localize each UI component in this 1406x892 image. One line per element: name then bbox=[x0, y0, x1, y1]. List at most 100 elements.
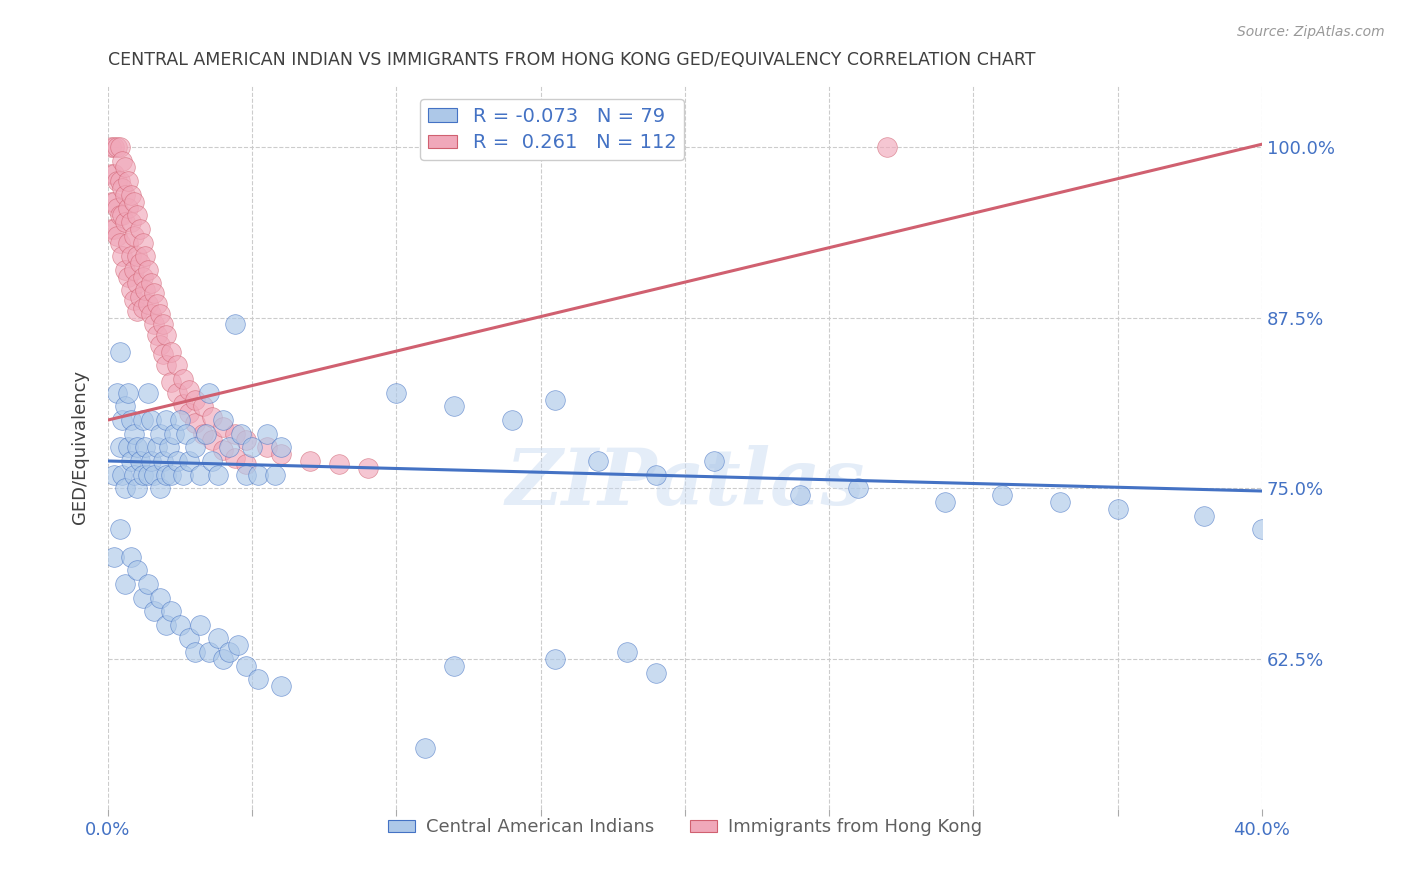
Point bbox=[1192, 508, 1215, 523]
Point bbox=[103, 167, 125, 181]
Point bbox=[108, 140, 131, 154]
Point bbox=[172, 372, 194, 386]
Point bbox=[229, 426, 252, 441]
Point bbox=[114, 187, 136, 202]
Point bbox=[163, 426, 186, 441]
Point bbox=[356, 460, 378, 475]
Point bbox=[111, 413, 134, 427]
Point bbox=[544, 652, 567, 666]
Point bbox=[105, 202, 128, 216]
Point bbox=[117, 202, 139, 216]
Point bbox=[122, 263, 145, 277]
Point bbox=[212, 413, 235, 427]
Point bbox=[141, 413, 163, 427]
Point bbox=[501, 413, 523, 427]
Point bbox=[413, 740, 436, 755]
Point bbox=[125, 208, 148, 222]
Point bbox=[117, 440, 139, 454]
Point bbox=[111, 181, 134, 195]
Point bbox=[120, 249, 142, 263]
Point bbox=[256, 426, 278, 441]
Point bbox=[141, 454, 163, 468]
Point bbox=[120, 549, 142, 564]
Point bbox=[177, 454, 200, 468]
Point bbox=[193, 400, 215, 414]
Point bbox=[125, 303, 148, 318]
Point bbox=[111, 467, 134, 482]
Point bbox=[146, 297, 169, 311]
Point bbox=[103, 467, 125, 482]
Point bbox=[103, 222, 125, 236]
Point bbox=[114, 263, 136, 277]
Point bbox=[207, 467, 229, 482]
Point bbox=[160, 375, 183, 389]
Point bbox=[114, 161, 136, 175]
Point bbox=[103, 549, 125, 564]
Point bbox=[138, 385, 160, 400]
Point bbox=[120, 215, 142, 229]
Point bbox=[246, 467, 269, 482]
Point bbox=[172, 467, 194, 482]
Point bbox=[120, 454, 142, 468]
Point bbox=[212, 420, 235, 434]
Point bbox=[103, 194, 125, 209]
Point bbox=[443, 658, 465, 673]
Point bbox=[117, 385, 139, 400]
Point bbox=[125, 249, 148, 263]
Point bbox=[105, 385, 128, 400]
Point bbox=[120, 283, 142, 297]
Point bbox=[149, 426, 172, 441]
Point bbox=[128, 290, 150, 304]
Point bbox=[1107, 501, 1129, 516]
Point bbox=[235, 457, 257, 471]
Point bbox=[172, 397, 194, 411]
Point bbox=[122, 228, 145, 243]
Point bbox=[152, 454, 174, 468]
Point bbox=[138, 263, 160, 277]
Point bbox=[149, 306, 172, 320]
Point bbox=[131, 269, 153, 284]
Point bbox=[131, 301, 153, 315]
Point bbox=[108, 235, 131, 250]
Point bbox=[201, 410, 224, 425]
Point bbox=[143, 467, 166, 482]
Point bbox=[169, 413, 191, 427]
Point bbox=[155, 328, 177, 343]
Point bbox=[105, 174, 128, 188]
Point bbox=[188, 467, 211, 482]
Point bbox=[138, 297, 160, 311]
Point bbox=[703, 454, 725, 468]
Point bbox=[117, 235, 139, 250]
Point bbox=[122, 467, 145, 482]
Point bbox=[100, 222, 122, 236]
Point bbox=[645, 467, 668, 482]
Point bbox=[108, 440, 131, 454]
Point bbox=[111, 249, 134, 263]
Point bbox=[155, 467, 177, 482]
Text: ZIPatlas: ZIPatlas bbox=[505, 445, 865, 522]
Point bbox=[114, 215, 136, 229]
Text: Source: ZipAtlas.com: Source: ZipAtlas.com bbox=[1237, 25, 1385, 39]
Point bbox=[125, 563, 148, 577]
Point bbox=[385, 385, 408, 400]
Point bbox=[131, 413, 153, 427]
Point bbox=[169, 617, 191, 632]
Point bbox=[183, 416, 205, 430]
Point bbox=[100, 194, 122, 209]
Point bbox=[193, 426, 215, 441]
Point bbox=[207, 632, 229, 646]
Point bbox=[328, 457, 350, 471]
Point bbox=[134, 249, 156, 263]
Point bbox=[240, 440, 263, 454]
Point bbox=[125, 277, 148, 291]
Point bbox=[105, 140, 128, 154]
Point bbox=[111, 208, 134, 222]
Point bbox=[125, 481, 148, 495]
Point bbox=[177, 632, 200, 646]
Legend: Central American Indians, Immigrants from Hong Kong: Central American Indians, Immigrants fro… bbox=[381, 811, 990, 844]
Point bbox=[138, 467, 160, 482]
Point bbox=[177, 383, 200, 397]
Point bbox=[270, 440, 292, 454]
Y-axis label: GED/Equivalency: GED/Equivalency bbox=[72, 370, 89, 524]
Point bbox=[934, 495, 956, 509]
